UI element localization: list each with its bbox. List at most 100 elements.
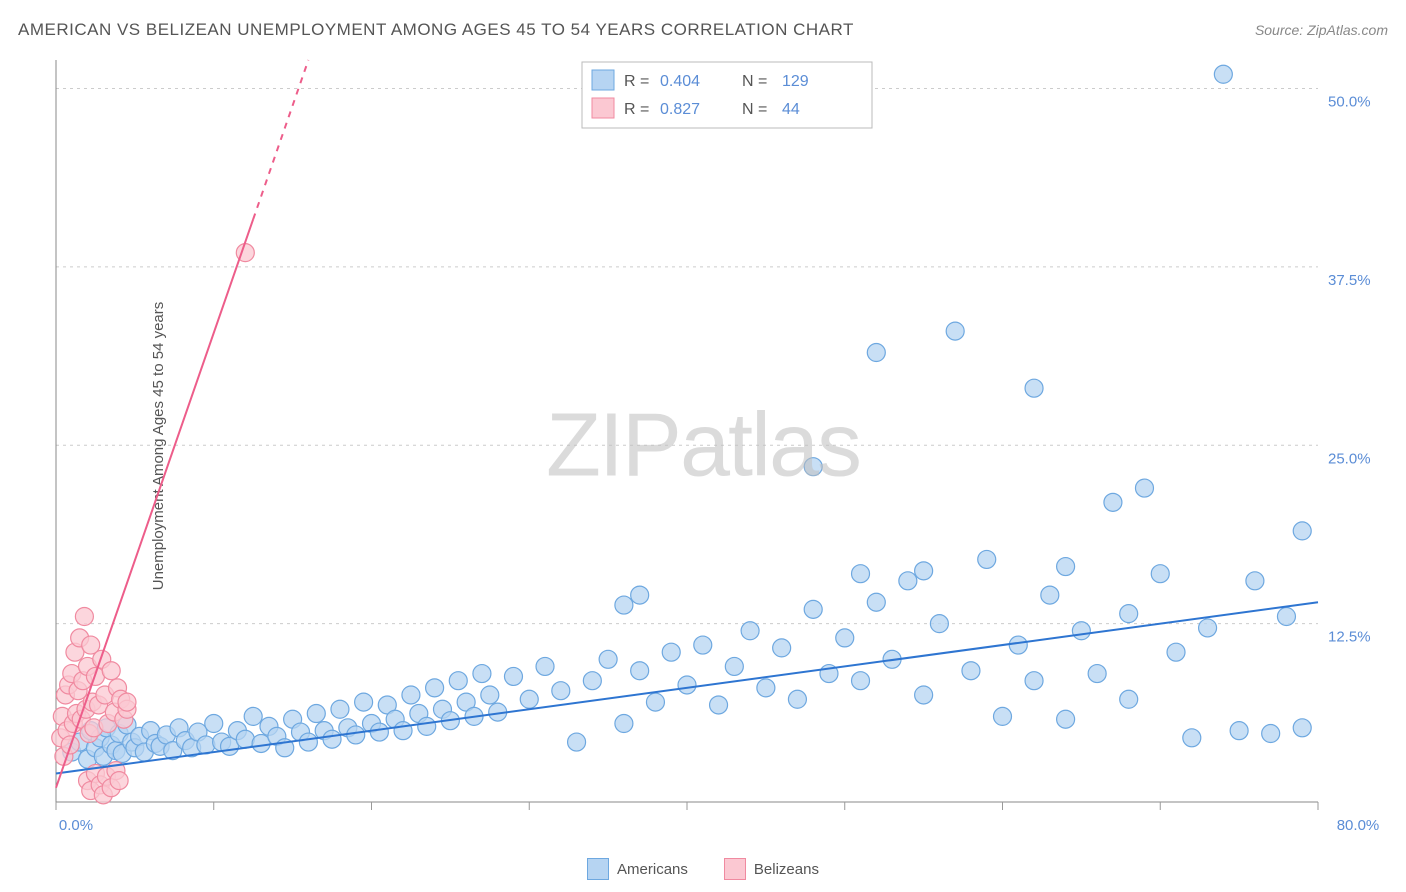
scatter-point — [1293, 522, 1311, 540]
scatter-point — [75, 608, 93, 626]
legend-swatch — [592, 98, 614, 118]
scatter-point — [520, 690, 538, 708]
scatter-point — [102, 662, 120, 680]
scatter-point — [1230, 722, 1248, 740]
scatter-point — [355, 693, 373, 711]
scatter-point — [1293, 719, 1311, 737]
scatter-point — [1104, 493, 1122, 511]
legend-item: Americans — [587, 858, 688, 880]
x-tick-label: 80.0% — [1337, 817, 1380, 834]
scatter-point — [568, 733, 586, 751]
scatter-point — [449, 672, 467, 690]
scatter-point — [552, 682, 570, 700]
chart-title: AMERICAN VS BELIZEAN UNEMPLOYMENT AMONG … — [18, 20, 854, 40]
r-label: R = — [624, 73, 649, 90]
scatter-point — [915, 686, 933, 704]
trend-line — [56, 219, 253, 788]
scatter-point — [110, 772, 128, 790]
scatter-point — [1246, 572, 1264, 590]
scatter-point — [867, 344, 885, 362]
scatter-point — [236, 730, 254, 748]
scatter-point — [1120, 690, 1138, 708]
scatter-point — [402, 686, 420, 704]
r-value: 0.404 — [660, 73, 700, 90]
scatter-point — [852, 565, 870, 583]
n-value: 129 — [782, 73, 809, 90]
scatter-point — [930, 615, 948, 633]
scatter-point — [599, 650, 617, 668]
bottom-legend: Americans Belizeans — [0, 858, 1406, 880]
scatter-point — [394, 722, 412, 740]
scatter-point — [631, 662, 649, 680]
scatter-point — [481, 686, 499, 704]
scatter-point — [725, 657, 743, 675]
n-label: N = — [742, 101, 767, 118]
scatter-point — [331, 700, 349, 718]
scatter-point — [804, 600, 822, 618]
legend-label: Belizeans — [754, 861, 819, 878]
scatter-point — [1041, 586, 1059, 604]
scatter-point — [662, 643, 680, 661]
legend-swatch — [587, 858, 609, 880]
r-value: 0.827 — [660, 101, 700, 118]
scatter-point — [694, 636, 712, 654]
scatter-point — [418, 717, 436, 735]
scatter-point — [915, 562, 933, 580]
scatter-point — [347, 726, 365, 744]
scatter-point — [631, 586, 649, 604]
scatter-point — [473, 665, 491, 683]
scatter-point — [1151, 565, 1169, 583]
y-tick-label: 12.5% — [1328, 629, 1371, 646]
scatter-point — [323, 730, 341, 748]
scatter-point — [504, 667, 522, 685]
source-label: Source: ZipAtlas.com — [1255, 22, 1388, 38]
scatter-point — [615, 715, 633, 733]
legend-item: Belizeans — [724, 858, 819, 880]
scatter-point — [197, 736, 215, 754]
scatter-point — [788, 690, 806, 708]
legend-label: Americans — [617, 861, 688, 878]
scatter-point — [307, 705, 325, 723]
scatter-point — [1262, 725, 1280, 743]
scatter-point — [1183, 729, 1201, 747]
scatter-point — [804, 458, 822, 476]
scatter-point — [710, 696, 728, 714]
scatter-point — [299, 733, 317, 751]
scatter-point — [1120, 605, 1138, 623]
scatter-point — [1025, 379, 1043, 397]
scatter-point — [1025, 672, 1043, 690]
scatter-point — [646, 693, 664, 711]
trend-line — [56, 602, 1318, 773]
scatter-point — [583, 672, 601, 690]
scatter-point — [1072, 622, 1090, 640]
scatter-point — [867, 593, 885, 611]
scatter-point — [1057, 710, 1075, 728]
trend-line-dashed — [253, 60, 308, 219]
legend-swatch — [592, 70, 614, 90]
scatter-point — [536, 657, 554, 675]
scatter-point — [1199, 619, 1217, 637]
scatter-point — [773, 639, 791, 657]
scatter-point — [678, 676, 696, 694]
scatter-point — [852, 672, 870, 690]
scatter-point — [741, 622, 759, 640]
scatter-point — [244, 707, 262, 725]
y-tick-label: 50.0% — [1328, 94, 1371, 111]
r-label: R = — [624, 101, 649, 118]
scatter-point — [899, 572, 917, 590]
scatter-point — [118, 693, 136, 711]
scatter-point — [962, 662, 980, 680]
correlation-legend: R =0.404N =129R =0.827N =44 — [582, 62, 872, 128]
scatter-point — [1167, 643, 1185, 661]
y-tick-label: 25.0% — [1328, 450, 1371, 467]
scatter-point — [615, 596, 633, 614]
scatter-point — [757, 679, 775, 697]
scatter-point — [994, 707, 1012, 725]
scatter-point — [1088, 665, 1106, 683]
scatter-point — [836, 629, 854, 647]
x-tick-label: 0.0% — [59, 817, 93, 834]
scatter-point — [1057, 558, 1075, 576]
scatter-point — [978, 550, 996, 568]
scatter-point — [1135, 479, 1153, 497]
scatter-point — [1277, 608, 1295, 626]
